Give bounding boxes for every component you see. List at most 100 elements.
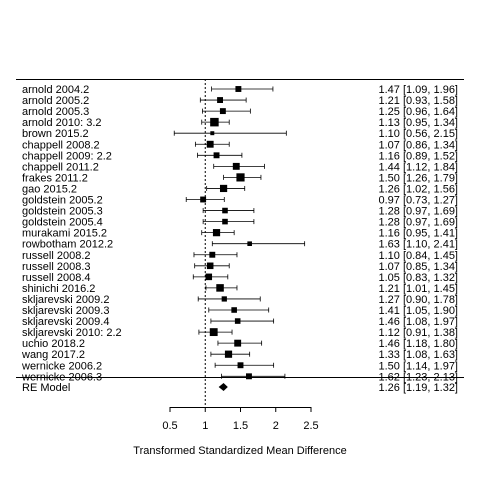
summary-text: 1.26 [1.19, 1.32] xyxy=(378,382,458,394)
study-row: wernicke 2006.3 1.62 [1.23, 2.13] xyxy=(21,371,458,383)
study-label: arnold 2004.2 xyxy=(22,84,89,96)
point-estimate xyxy=(212,229,221,237)
point-estimate xyxy=(237,362,244,369)
point-estimate xyxy=(205,273,213,281)
study-label: arnold 2005.2 xyxy=(22,95,89,107)
study-label: uchio 2018.2 xyxy=(22,338,85,350)
study-label: russell 2008.4 xyxy=(22,272,91,284)
estimate-text: 1.07 [0.86, 1.34] xyxy=(378,139,458,151)
estimate-text: 1.12 [0.91, 1.38] xyxy=(378,327,458,339)
estimate-text: 1.46 [1.08, 1.97] xyxy=(378,316,458,328)
study-row: arnold 2010: 3.2 1.13 [0.95, 1.34] xyxy=(22,117,458,129)
point-estimate xyxy=(222,207,228,214)
study-row: brown 2015.2 1.10 [0.56, 2.15] xyxy=(22,128,458,140)
study-row: goldstein 2005.4 1.28 [0.97, 1.69] xyxy=(22,217,458,229)
study-label: goldstein 2005.4 xyxy=(22,217,103,229)
study-row: russell 2008.3 1.07 [0.85, 1.34] xyxy=(22,261,458,273)
study-label: brown 2015.2 xyxy=(22,128,89,140)
estimate-text: 1.13 [0.95, 1.34] xyxy=(378,117,458,129)
estimate-text: 1.50 [1.26, 1.79] xyxy=(378,172,458,184)
estimate-text: 1.28 [0.97, 1.69] xyxy=(378,206,458,218)
study-row: russell 2008.4 1.05 [0.83, 1.32] xyxy=(22,272,458,284)
study-label: skljarevski 2009.3 xyxy=(22,305,109,317)
x-tick-label: 1 xyxy=(202,420,208,432)
study-row: russell 2008.2 1.10 [0.84, 1.45] xyxy=(22,250,458,262)
estimate-text: 1.44 [1.12, 1.84] xyxy=(378,161,458,173)
estimate-text: 1.10 [0.84, 1.45] xyxy=(378,250,458,262)
study-row: skljarevski 2009.4 1.46 [1.08, 1.97] xyxy=(22,316,458,328)
x-tick-label: 1.5 xyxy=(233,420,248,432)
study-label: frakes 2011.2 xyxy=(22,172,88,184)
point-estimate xyxy=(213,152,220,159)
study-label: rowbotham 2012.2 xyxy=(22,239,113,251)
study-label: wernicke 2006.2 xyxy=(21,360,102,372)
study-row: goldstein 2005.2 0.97 [0.73, 1.27] xyxy=(22,195,458,207)
study-row: skljarevski 2010: 2.2 1.12 [0.91, 1.38] xyxy=(22,327,458,339)
point-estimate xyxy=(209,251,216,258)
study-row: wang 2017.2 1.33 [1.08, 1.63] xyxy=(21,349,458,361)
point-estimate xyxy=(209,328,218,337)
x-axis: 0.5 1 1.5 2 2.5 xyxy=(162,407,319,432)
point-estimate xyxy=(200,196,207,203)
estimate-text: 0.97 [0.73, 1.27] xyxy=(378,195,458,207)
study-row: chappell 2009: 2.2 1.16 [0.89, 1.52] xyxy=(22,150,458,162)
point-estimate xyxy=(246,373,252,380)
study-label: wang 2017.2 xyxy=(21,349,85,361)
study-label: arnold 2005.3 xyxy=(22,106,89,118)
x-tick-label: 2.5 xyxy=(303,420,318,432)
point-estimate xyxy=(219,108,226,115)
point-estimate xyxy=(217,97,224,103)
study-label: murakami 2015.2 xyxy=(22,228,107,240)
study-label: goldstein 2005.3 xyxy=(22,206,103,218)
estimate-text: 1.50 [1.14, 1.97] xyxy=(378,360,458,372)
study-label: arnold 2010: 3.2 xyxy=(22,117,102,129)
x-axis-label: Transformed Standardized Mean Difference xyxy=(133,445,346,457)
estimate-text: 1.16 [0.89, 1.52] xyxy=(378,150,458,162)
estimate-text: 1.47 [1.09, 1.96] xyxy=(378,84,458,96)
estimate-text: 1.21 [0.93, 1.58] xyxy=(378,95,458,107)
estimate-text: 1.41 [1.05, 1.90] xyxy=(378,305,458,317)
point-estimate xyxy=(210,131,215,136)
study-row: chappell 2008.2 1.07 [0.86, 1.34] xyxy=(22,139,458,151)
estimate-text: 1.27 [0.90, 1.78] xyxy=(378,294,458,306)
point-estimate xyxy=(210,117,219,127)
estimate-text: 1.33 [1.08, 1.63] xyxy=(378,349,458,361)
estimate-text: 1.16 [0.95, 1.41] xyxy=(378,228,458,240)
study-label: chappell 2011.2 xyxy=(22,161,99,173)
estimate-text: 1.05 [0.83, 1.32] xyxy=(378,272,458,284)
study-row: rowbotham 2012.2 1.63 [1.10, 2.41] xyxy=(22,239,458,251)
point-estimate xyxy=(234,318,241,324)
point-estimate xyxy=(206,262,214,270)
estimate-text: 1.07 [0.85, 1.34] xyxy=(378,261,458,273)
study-label: wernicke 2006.3 xyxy=(21,371,102,383)
point-estimate xyxy=(219,184,228,193)
study-label: skljarevski 2009.2 xyxy=(22,294,109,306)
estimate-text: 1.26 [1.02, 1.56] xyxy=(378,183,458,195)
study-row: uchio 2018.2 1.46 [1.18, 1.80] xyxy=(22,338,458,350)
study-row: goldstein 2005.3 1.28 [0.97, 1.69] xyxy=(22,206,458,218)
point-estimate xyxy=(247,241,252,246)
study-row: skljarevski 2009.3 1.41 [1.05, 1.90] xyxy=(22,305,458,317)
study-label: chappell 2008.2 xyxy=(22,139,100,151)
point-estimate xyxy=(236,173,245,182)
point-estimate xyxy=(234,339,242,347)
study-label: chappell 2009: 2.2 xyxy=(22,150,112,162)
point-estimate xyxy=(216,284,224,292)
study-row: gao 2015.2 1.26 [1.02, 1.56] xyxy=(22,183,458,195)
study-label: shinichi 2016.2 xyxy=(22,283,95,295)
summary-row: RE Model 1.26 [1.19, 1.32] xyxy=(22,382,458,394)
estimate-text: 1.62 [1.23, 2.13] xyxy=(378,371,458,383)
point-estimate xyxy=(235,86,242,92)
study-row: wernicke 2006.2 1.50 [1.14, 1.97] xyxy=(21,360,458,372)
point-estimate xyxy=(221,296,227,302)
study-rows: arnold 2004.2 1.47 [1.09, 1.96]arnold 200… xyxy=(21,84,458,383)
study-row: arnold 2004.2 1.47 [1.09, 1.96] xyxy=(22,84,458,96)
estimate-text: 1.46 [1.18, 1.80] xyxy=(378,338,458,350)
study-label: russell 2008.3 xyxy=(22,261,91,273)
summary-diamond xyxy=(218,383,228,391)
point-estimate xyxy=(231,307,237,313)
x-tick-label: 0.5 xyxy=(162,420,177,432)
study-label: russell 2008.2 xyxy=(22,250,91,262)
point-estimate xyxy=(206,140,214,148)
